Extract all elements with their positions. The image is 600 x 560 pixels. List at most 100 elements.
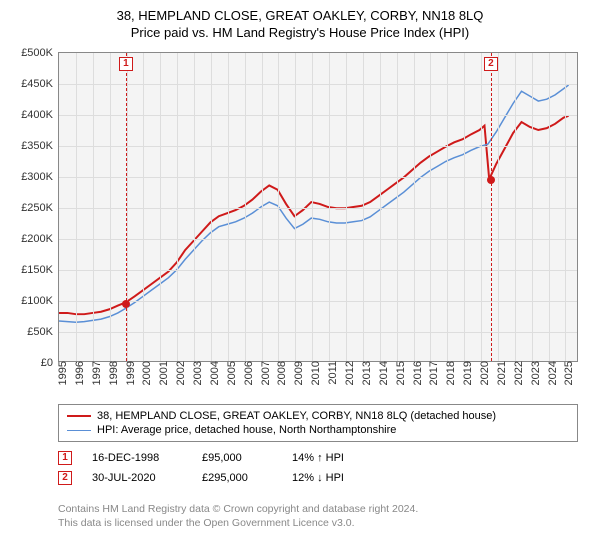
chart-xtick-label: 2001 — [156, 361, 170, 385]
footnote-marker-box: 1 — [58, 451, 72, 465]
chart-vgrid — [278, 53, 279, 361]
chart-vgrid — [295, 53, 296, 361]
chart-hgrid — [59, 301, 577, 302]
chart-vgrid — [329, 53, 330, 361]
chart-xtick-label: 2021 — [494, 361, 508, 385]
footnote-hpi: 14% ↑ HPI — [292, 452, 372, 464]
footnote-row: 1 16-DEC-1998 £95,000 14% ↑ HPI — [58, 448, 372, 468]
footnote-row: 2 30-JUL-2020 £295,000 12% ↓ HPI — [58, 468, 372, 488]
chart-vgrid — [211, 53, 212, 361]
footnote-date: 30-JUL-2020 — [92, 472, 182, 484]
chart-xtick-label: 2011 — [325, 361, 339, 385]
chart-xtick-label: 2015 — [393, 361, 407, 385]
chart-vgrid — [515, 53, 516, 361]
chart-ytick-label: £300K — [21, 171, 59, 183]
chart-ytick-label: £150K — [21, 264, 59, 276]
chart-ytick-label: £200K — [21, 233, 59, 245]
chart-container: 38, HEMPLAND CLOSE, GREAT OAKLEY, CORBY,… — [0, 0, 600, 560]
chart-xtick-label: 2007 — [258, 361, 272, 385]
chart-vgrid — [430, 53, 431, 361]
chart-ytick-label: £250K — [21, 202, 59, 214]
chart-xtick-label: 2018 — [443, 361, 457, 385]
sale-marker-vline — [491, 53, 492, 361]
chart-hgrid — [59, 270, 577, 271]
chart-hgrid — [59, 332, 577, 333]
sale-marker-dot — [122, 300, 130, 308]
chart-vgrid — [160, 53, 161, 361]
chart-vgrid — [397, 53, 398, 361]
chart-xtick-label: 2024 — [545, 361, 559, 385]
chart-xtick-label: 2023 — [528, 361, 542, 385]
chart-vgrid — [498, 53, 499, 361]
chart-xtick-label: 2000 — [139, 361, 153, 385]
chart-vgrid — [194, 53, 195, 361]
chart-vgrid — [262, 53, 263, 361]
chart-vgrid — [143, 53, 144, 361]
legend-swatch — [67, 430, 91, 431]
chart-vgrid — [363, 53, 364, 361]
sale-marker-box: 1 — [119, 57, 133, 71]
chart-vgrid — [228, 53, 229, 361]
chart-vgrid — [245, 53, 246, 361]
chart-xtick-label: 2016 — [410, 361, 424, 385]
sale-marker-vline — [126, 53, 127, 361]
chart-vgrid — [447, 53, 448, 361]
chart-xtick-label: 2017 — [426, 361, 440, 385]
chart-subtitle: Price paid vs. HM Land Registry's House … — [0, 23, 600, 44]
chart-hgrid — [59, 115, 577, 116]
chart-hgrid — [59, 177, 577, 178]
chart-vgrid — [414, 53, 415, 361]
chart-vgrid — [380, 53, 381, 361]
chart-xtick-label: 1996 — [72, 361, 86, 385]
chart-vgrid — [312, 53, 313, 361]
chart-vgrid — [177, 53, 178, 361]
chart-vgrid — [76, 53, 77, 361]
chart-xtick-label: 2012 — [342, 361, 356, 385]
chart-hgrid — [59, 208, 577, 209]
chart-xtick-label: 2013 — [359, 361, 373, 385]
sale-marker-box: 2 — [484, 57, 498, 71]
chart-xtick-label: 2014 — [376, 361, 390, 385]
license-line-2: This data is licensed under the Open Gov… — [58, 516, 418, 530]
chart-xtick-label: 2002 — [173, 361, 187, 385]
chart-vgrid — [464, 53, 465, 361]
legend-label: 38, HEMPLAND CLOSE, GREAT OAKLEY, CORBY,… — [97, 410, 496, 422]
sale-marker-dot — [487, 176, 495, 184]
chart-xtick-label: 2009 — [291, 361, 305, 385]
license-line-1: Contains HM Land Registry data © Crown c… — [58, 502, 418, 516]
chart-vgrid — [481, 53, 482, 361]
chart-ytick-label: £100K — [21, 295, 59, 307]
legend-row: HPI: Average price, detached house, Nort… — [67, 423, 569, 437]
chart-vgrid — [93, 53, 94, 361]
license-text: Contains HM Land Registry data © Crown c… — [58, 502, 418, 530]
chart-xtick-label: 2019 — [460, 361, 474, 385]
chart-ytick-label: £400K — [21, 109, 59, 121]
chart-plot-area: 12 £0£50K£100K£150K£200K£250K£300K£350K£… — [58, 52, 578, 362]
chart-ytick-label: £450K — [21, 78, 59, 90]
chart-plot-background: 12 — [59, 53, 577, 361]
chart-xtick-label: 2004 — [207, 361, 221, 385]
chart-hgrid — [59, 146, 577, 147]
chart-vgrid — [346, 53, 347, 361]
chart-legend: 38, HEMPLAND CLOSE, GREAT OAKLEY, CORBY,… — [58, 404, 578, 442]
legend-label: HPI: Average price, detached house, Nort… — [97, 424, 396, 436]
chart-xtick-label: 2005 — [224, 361, 238, 385]
footnote-date: 16-DEC-1998 — [92, 452, 182, 464]
chart-ytick-label: £500K — [21, 47, 59, 59]
chart-vgrid — [532, 53, 533, 361]
footnote-hpi: 12% ↓ HPI — [292, 472, 372, 484]
sale-footnotes: 1 16-DEC-1998 £95,000 14% ↑ HPI 2 30-JUL-2020… — [58, 448, 372, 488]
chart-xtick-label: 2010 — [308, 361, 322, 385]
chart-hgrid — [59, 84, 577, 85]
chart-xtick-label: 2020 — [477, 361, 491, 385]
legend-swatch — [67, 415, 91, 417]
chart-ytick-label: £350K — [21, 140, 59, 152]
footnote-price: £95,000 — [202, 452, 272, 464]
chart-xtick-label: 2022 — [511, 361, 525, 385]
footnote-marker-box: 2 — [58, 471, 72, 485]
legend-row: 38, HEMPLAND CLOSE, GREAT OAKLEY, CORBY,… — [67, 409, 569, 423]
chart-xtick-label: 1997 — [89, 361, 103, 385]
chart-xtick-label: 1999 — [123, 361, 137, 385]
chart-lines-svg — [59, 53, 577, 361]
footnote-price: £295,000 — [202, 472, 272, 484]
